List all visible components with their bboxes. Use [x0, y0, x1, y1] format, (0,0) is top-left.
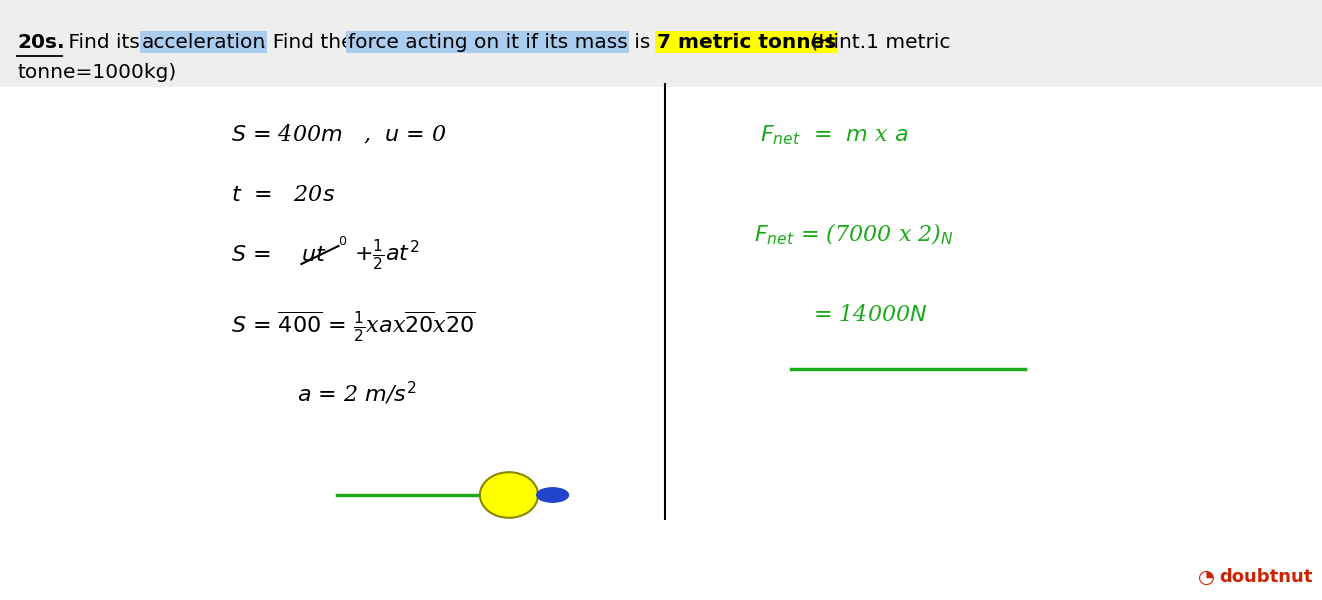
Text: $F_{net}$ = (7000 x 2)$_N$: $F_{net}$ = (7000 x 2)$_N$ — [754, 221, 953, 247]
Text: acceleration: acceleration — [141, 32, 266, 52]
Text: $S$ = $\overline{400}$ = $\frac{1}{2}$x$a$x$\overline{20}$x$\overline{20}$: $S$ = $\overline{400}$ = $\frac{1}{2}$x$… — [231, 310, 476, 344]
Text: 7 metric tonnes: 7 metric tonnes — [657, 32, 837, 52]
Text: tonne=1000kg): tonne=1000kg) — [17, 62, 176, 82]
Text: Find its: Find its — [62, 32, 147, 52]
Text: 20s.: 20s. — [17, 32, 65, 52]
Text: $S$ = 400$m$   ,  $u$ = 0: $S$ = 400$m$ , $u$ = 0 — [231, 124, 447, 146]
Text: $a$ = 2 $m$/$s^2$: $a$ = 2 $m$/$s^2$ — [297, 379, 418, 407]
Circle shape — [537, 488, 568, 502]
Text: is: is — [628, 32, 657, 52]
Text: = 14000$N$: = 14000$N$ — [813, 304, 928, 326]
Text: $S$ =: $S$ = — [231, 244, 274, 266]
Text: force acting on it if its mass: force acting on it if its mass — [348, 32, 628, 52]
Text: (Hint.1 metric: (Hint.1 metric — [804, 32, 951, 52]
Text: $t$  =   20$s$: $t$ = 20$s$ — [231, 184, 336, 206]
Bar — [0, 0, 1322, 87]
Ellipse shape — [480, 472, 538, 518]
Text: $^0$: $^0$ — [338, 237, 348, 255]
Text: $ut$: $ut$ — [301, 244, 327, 266]
Text: doubtnut: doubtnut — [1219, 568, 1313, 586]
Text: ◔: ◔ — [1198, 568, 1215, 587]
Text: . Find the: . Find the — [260, 32, 361, 52]
Text: $F_{net}$  =  $m$ x $a$: $F_{net}$ = $m$ x $a$ — [760, 123, 908, 147]
Text: $+\frac{1}{2}at^2$: $+\frac{1}{2}at^2$ — [354, 238, 419, 272]
